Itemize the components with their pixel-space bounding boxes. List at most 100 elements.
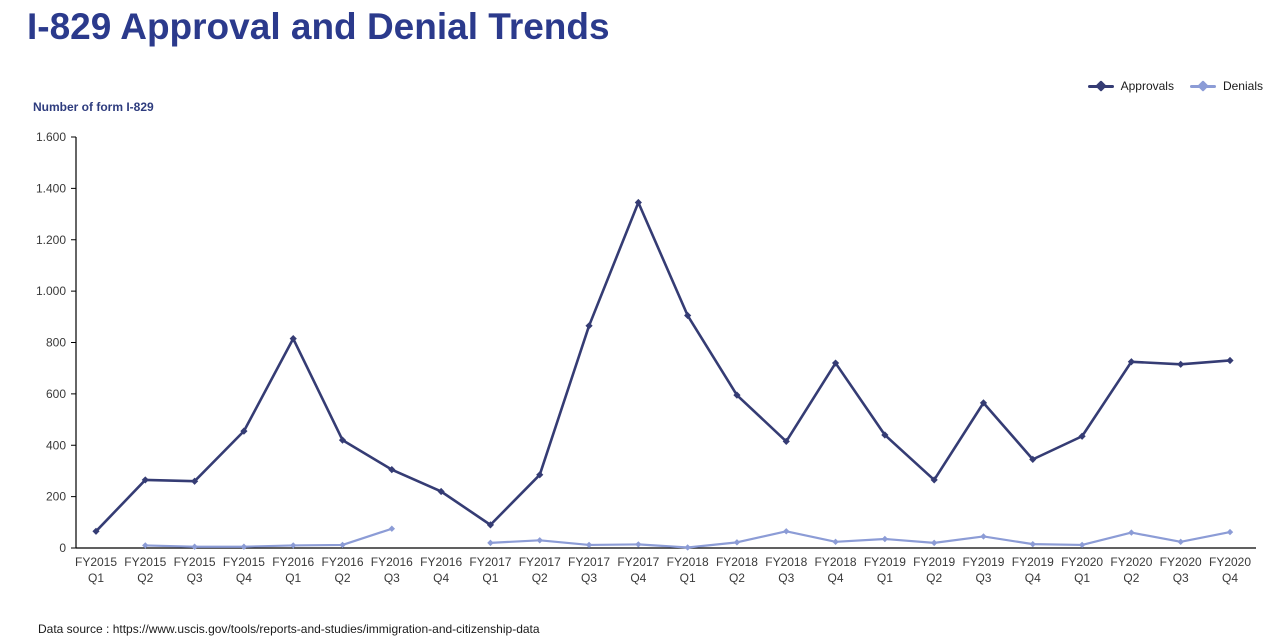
x-tick-label-quarter: Q1 bbox=[680, 571, 696, 585]
x-tick-label-year: FY2020 bbox=[1209, 555, 1251, 569]
x-tick-label-quarter: Q2 bbox=[926, 571, 942, 585]
legend-label-approvals: Approvals bbox=[1120, 79, 1174, 93]
y-tick-label: 400 bbox=[46, 438, 66, 452]
y-tick-label: 200 bbox=[46, 490, 66, 504]
x-tick-label-year: FY2015 bbox=[124, 555, 166, 569]
x-tick-label-year: FY2019 bbox=[864, 555, 906, 569]
x-tick-label-year: FY2018 bbox=[765, 555, 807, 569]
x-tick-label-quarter: Q1 bbox=[482, 571, 498, 585]
denials-data-point bbox=[881, 535, 889, 543]
denials-data-point bbox=[536, 537, 543, 544]
denials-data-point bbox=[930, 539, 938, 547]
x-tick-label-year: FY2016 bbox=[322, 555, 364, 569]
x-tick-label-quarter: Q1 bbox=[285, 571, 301, 585]
y-tick-label: 1.400 bbox=[36, 181, 66, 195]
denials-data-point bbox=[1226, 528, 1234, 536]
denials-data-point bbox=[1177, 538, 1184, 546]
denials-data-point bbox=[585, 541, 593, 549]
denials-data-point bbox=[290, 542, 297, 549]
approvals-data-point bbox=[536, 471, 544, 479]
x-tick-label-quarter: Q2 bbox=[729, 571, 745, 585]
approvals-data-point bbox=[881, 431, 889, 439]
approvals-data-point bbox=[437, 487, 445, 496]
x-tick-label-year: FY2016 bbox=[371, 555, 413, 569]
denials-line-marker-icon bbox=[1189, 80, 1216, 92]
legend-item-denials: Denials bbox=[1189, 79, 1263, 93]
x-tick-label-year: FY2017 bbox=[617, 555, 659, 569]
y-tick-label: 800 bbox=[46, 336, 66, 350]
x-tick-label-year: FY2016 bbox=[420, 555, 462, 569]
x-tick-label-quarter: Q4 bbox=[1025, 571, 1041, 585]
denials-data-point bbox=[635, 541, 642, 548]
x-tick-label-quarter: Q3 bbox=[581, 571, 597, 585]
x-tick-label-quarter: Q2 bbox=[137, 571, 153, 585]
denials-line bbox=[144, 527, 393, 548]
x-tick-label-year: FY2020 bbox=[1160, 555, 1202, 569]
approvals-data-point bbox=[831, 359, 840, 367]
x-tick-label-quarter: Q4 bbox=[433, 571, 449, 585]
denials-data-point bbox=[487, 539, 494, 547]
denials-data-point bbox=[339, 541, 346, 549]
denials-data-point bbox=[142, 542, 149, 549]
y-tick-label: 1.000 bbox=[36, 284, 66, 298]
denials-line bbox=[489, 530, 1232, 549]
y-axis-title: Number of form I-829 bbox=[33, 100, 154, 114]
approvals-data-point bbox=[1078, 432, 1086, 440]
x-tick-label-year: FY2019 bbox=[1012, 555, 1054, 569]
y-tick-label: 600 bbox=[46, 387, 66, 401]
approvals-data-point bbox=[92, 527, 100, 535]
x-tick-label-year: FY2016 bbox=[272, 555, 314, 569]
x-tick-label-quarter: Q3 bbox=[975, 571, 991, 585]
x-tick-label-quarter: Q4 bbox=[630, 571, 646, 585]
x-tick-label-year: FY2017 bbox=[469, 555, 511, 569]
approvals-data-point bbox=[634, 198, 642, 207]
x-tick-label-quarter: Q3 bbox=[187, 571, 203, 585]
approvals-data-point bbox=[585, 322, 593, 330]
x-tick-label-year: FY2020 bbox=[1110, 555, 1152, 569]
approvals-data-point bbox=[930, 476, 938, 484]
approvals-line-marker-icon bbox=[1087, 80, 1114, 92]
denials-data-point bbox=[191, 543, 198, 550]
x-tick-label-quarter: Q3 bbox=[1173, 571, 1189, 585]
axes bbox=[75, 137, 1256, 549]
denials-data-point bbox=[733, 539, 741, 546]
denials-data-point bbox=[783, 528, 790, 535]
denials-data-point bbox=[980, 533, 987, 540]
approvals-data-point bbox=[1127, 358, 1135, 366]
denials-data-point bbox=[240, 543, 248, 550]
x-tick-label-quarter: Q2 bbox=[1123, 571, 1139, 585]
x-tick-label-year: FY2019 bbox=[913, 555, 955, 569]
x-tick-label-quarter: Q1 bbox=[877, 571, 893, 585]
x-tick-label-year: FY2020 bbox=[1061, 555, 1103, 569]
y-tick-label: 1.200 bbox=[36, 233, 66, 247]
y-tick-label: 1.600 bbox=[36, 130, 66, 144]
denials-data-point bbox=[388, 525, 396, 532]
approvals-data-point bbox=[1226, 356, 1234, 365]
legend-item-approvals: Approvals bbox=[1087, 79, 1174, 93]
x-tick-label-quarter: Q1 bbox=[1074, 571, 1090, 585]
x-tick-label-year: FY2015 bbox=[174, 555, 216, 569]
x-tick-label-year: FY2017 bbox=[519, 555, 561, 569]
approvals-data-point bbox=[733, 391, 741, 399]
x-tick-label-year: FY2018 bbox=[667, 555, 709, 569]
x-tick-label-quarter: Q4 bbox=[828, 571, 844, 585]
approvals-data-point bbox=[979, 399, 988, 407]
x-tick-label-year: FY2015 bbox=[75, 555, 117, 569]
x-tick-label-quarter: Q2 bbox=[335, 571, 351, 585]
approvals-data-point bbox=[486, 521, 495, 529]
x-tick-label-quarter: Q4 bbox=[1222, 571, 1238, 585]
legend-label-denials: Denials bbox=[1222, 79, 1263, 93]
series-denials bbox=[142, 525, 1234, 551]
approvals-data-point bbox=[338, 436, 347, 444]
approvals-line bbox=[94, 201, 1232, 533]
x-tick-label-year: FY2015 bbox=[223, 555, 265, 569]
denials-data-point bbox=[1128, 529, 1135, 536]
approvals-data-point bbox=[289, 335, 297, 343]
x-tick-label-quarter: Q3 bbox=[384, 571, 400, 585]
approvals-data-point bbox=[240, 427, 248, 435]
chart-legend: Approvals Denials bbox=[1087, 79, 1263, 93]
data-source-note: Data source : https://www.uscis.gov/tool… bbox=[38, 622, 540, 636]
x-tick-label-quarter: Q2 bbox=[532, 571, 548, 585]
denials-data-point bbox=[832, 538, 839, 546]
